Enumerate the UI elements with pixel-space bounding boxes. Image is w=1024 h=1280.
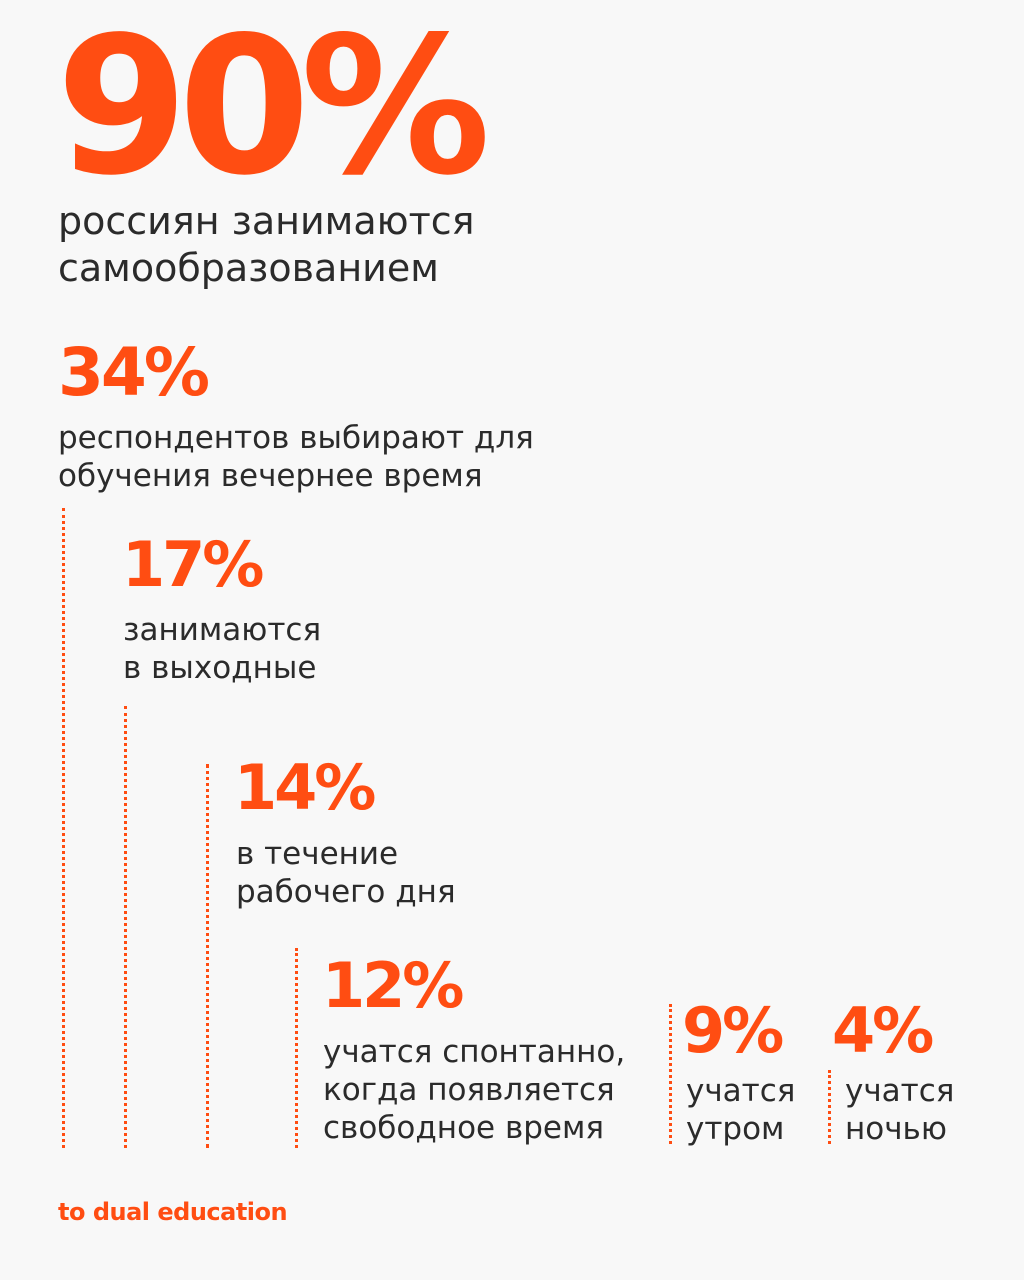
stat-caption-night: учатся ночью	[845, 1072, 954, 1148]
stat-caption-evening: респондентов выбирают для обучения вечер…	[58, 419, 534, 495]
timeline-dotted-line-morning	[669, 1004, 672, 1144]
stat-caption-workday: в течение рабочего дня	[236, 835, 456, 911]
stat-caption-line: учатся спонтанно,	[323, 1034, 626, 1070]
hero-caption-line: самообразованием	[58, 246, 439, 290]
stat-caption-weekend: занимаются в выходные	[123, 611, 321, 687]
hero-caption: россиян занимаются самообразованием	[58, 198, 475, 292]
stat-value-night: 4%	[832, 994, 934, 1067]
stat-value-weekend: 17%	[122, 528, 264, 601]
stat-caption-line: в выходные	[123, 650, 317, 686]
stat-value-evening: 34%	[58, 334, 210, 411]
timeline-dotted-line-night	[828, 1070, 831, 1144]
stat-caption-line: обучения вечернее время	[58, 458, 483, 494]
timeline-dotted-line-evening	[62, 508, 65, 1148]
stat-caption-line: рабочего дня	[236, 874, 456, 910]
stat-caption-line: утром	[686, 1111, 785, 1147]
stat-caption-line: занимаются	[123, 612, 322, 648]
brand-wordmark: to dual education	[58, 1198, 288, 1226]
stat-caption-line: учатся	[845, 1073, 955, 1109]
stat-caption-line: когда появляется	[323, 1072, 615, 1108]
stat-caption-line: учатся	[686, 1073, 796, 1109]
stat-caption-morning: учатся утром	[686, 1072, 795, 1148]
timeline-dotted-line-workday	[206, 764, 209, 1148]
hero-caption-line: россиян занимаются	[58, 199, 475, 243]
stat-value-workday: 14%	[234, 751, 376, 824]
stat-caption-line: респондентов выбирают для	[58, 420, 534, 456]
stat-caption-line: в течение	[236, 836, 399, 872]
hero-percentage: 90%	[56, 0, 491, 217]
timeline-dotted-line-spontaneous	[295, 948, 298, 1148]
stat-value-spontaneous: 12%	[322, 949, 464, 1022]
stat-caption-spontaneous: учатся спонтанно, когда появляется свобо…	[323, 1033, 625, 1147]
timeline-dotted-line-weekend	[124, 706, 127, 1148]
stat-value-morning: 9%	[682, 994, 784, 1067]
stat-caption-line: свободное время	[323, 1110, 605, 1146]
stat-caption-line: ночью	[845, 1111, 947, 1147]
